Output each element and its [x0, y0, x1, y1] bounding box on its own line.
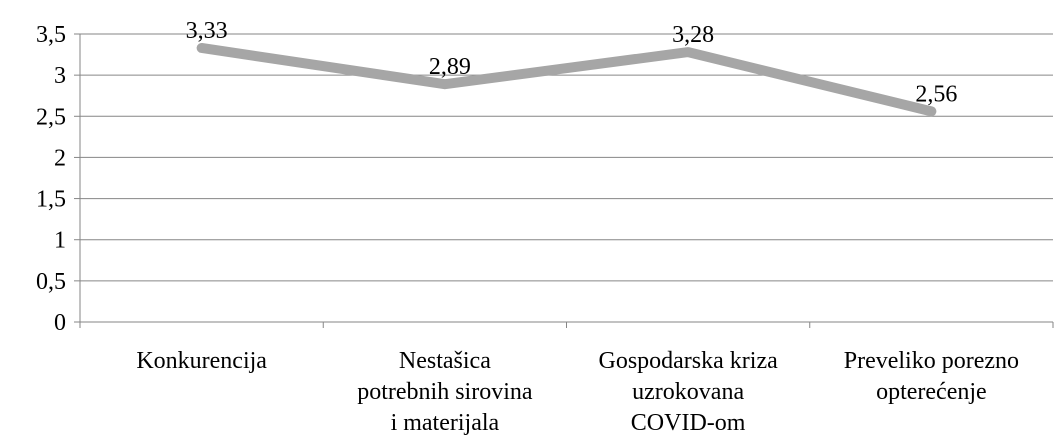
data-label: 3,33: [186, 18, 228, 44]
y-tick-label: 0,5: [36, 269, 66, 295]
data-label: 3,28: [672, 22, 714, 48]
x-tick-label: Nestašica potrebnih sirovina i materijala: [357, 348, 533, 436]
data-label: 2,89: [429, 54, 471, 80]
y-tick-label: 3: [54, 63, 66, 89]
data-label: 2,56: [915, 81, 957, 107]
y-tick-label: 2: [54, 145, 66, 171]
y-tick-label: 3,5: [36, 22, 66, 48]
y-tick-label: 0: [54, 310, 66, 336]
y-tick-label: 1: [54, 228, 66, 254]
x-tick-label: Konkurencija: [136, 348, 267, 374]
x-tick-label: Gospodarska kriza uzrokovana COVID-om: [598, 348, 778, 436]
y-tick-label: 2,5: [36, 104, 66, 130]
x-tick-label: Preveliko porezno opterećenje: [844, 348, 1019, 405]
y-tick-label: 1,5: [36, 187, 66, 213]
series-line: [196, 42, 937, 117]
